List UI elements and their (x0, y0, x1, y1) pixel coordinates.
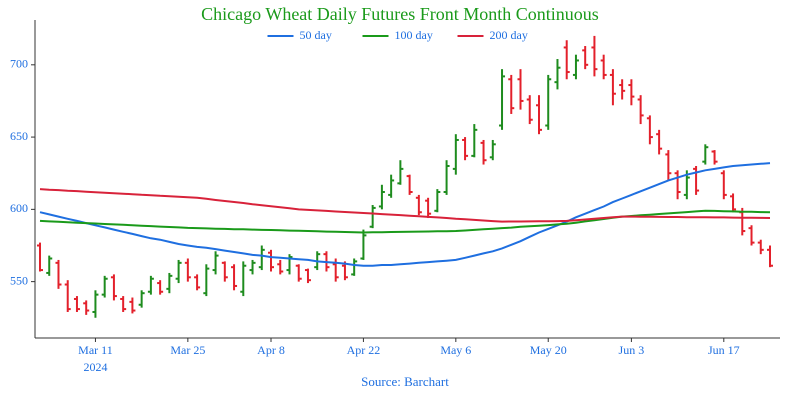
ma-line (39, 188, 771, 223)
ma-line (39, 162, 771, 267)
source-note: Source: Barchart (361, 374, 449, 389)
legend-label: 200 day (490, 28, 528, 42)
x-tick-label: Apr 22 (347, 343, 381, 357)
x-tick-label: Mar 11 (78, 343, 113, 357)
chart-title: Chicago Wheat Daily Futures Front Month … (201, 4, 599, 24)
x-tick-label: Jun 3 (619, 343, 645, 357)
y-tick-label: 600 (10, 201, 28, 215)
legend-label: 100 day (395, 28, 433, 42)
y-tick-label: 700 (10, 57, 28, 71)
y-tick-label: 550 (10, 273, 28, 287)
legend-label: 50 day (300, 28, 332, 42)
y-tick-label: 650 (10, 129, 28, 143)
x-tick-label: May 6 (440, 343, 471, 357)
ma-line (39, 209, 771, 234)
x-year-label: 2024 (83, 360, 107, 374)
x-tick-label: May 20 (530, 343, 567, 357)
x-tick-label: Apr 8 (257, 343, 285, 357)
x-tick-label: Jun 17 (708, 343, 740, 357)
x-tick-label: Mar 25 (170, 343, 205, 357)
